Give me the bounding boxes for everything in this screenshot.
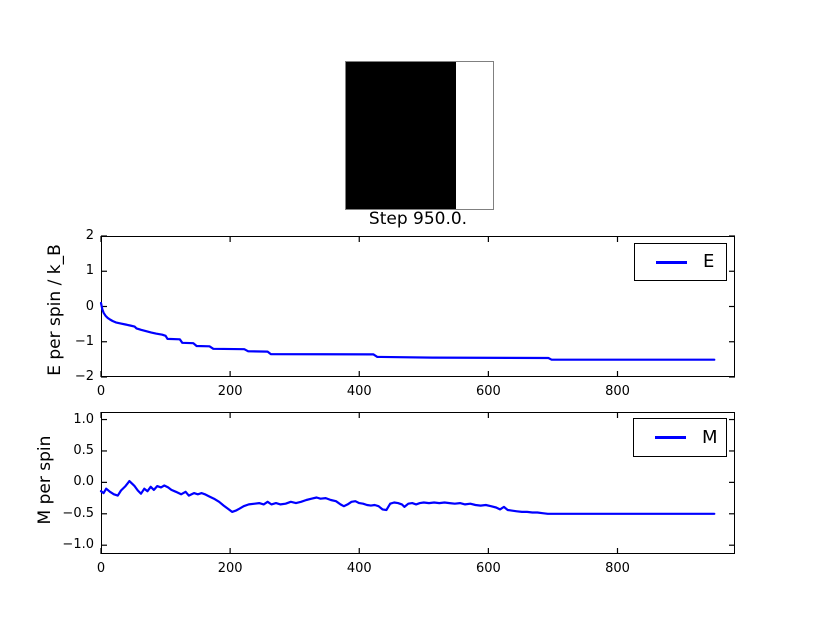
magnetization-y-tick-label: 1.0 — [73, 411, 94, 427]
energy-x-tick-label: 600 — [475, 384, 501, 399]
magnetization-y-tick-label: 0.0 — [73, 474, 94, 490]
energy-y-tick-label: 2 — [85, 228, 94, 243]
magnetization-x-tick-label: 600 — [475, 561, 501, 576]
energy-legend: E — [634, 243, 727, 281]
magnetization-x-tick-label: 800 — [605, 561, 630, 576]
magnetization-legend: M — [633, 418, 727, 457]
energy-y-tick-label: 0 — [85, 298, 94, 314]
magnetization-y-tick-label: −1.0 — [62, 537, 94, 553]
spin-configuration-image — [345, 61, 494, 210]
energy-y-tick-label: −1 — [74, 333, 94, 349]
magnetization-y-tick-label: −0.5 — [62, 505, 94, 521]
energy-legend-line-sample — [656, 260, 687, 264]
energy-x-tick-label: 400 — [346, 384, 372, 399]
energy-legend-label: E — [703, 251, 715, 272]
energy-x-tick-label: 800 — [605, 384, 630, 399]
magnetization-y-tick-label: 0.5 — [73, 442, 94, 458]
energy-x-tick-label: 200 — [217, 384, 243, 399]
magnetization-x-tick-label: 400 — [346, 561, 372, 576]
step-title: Step 950.0. — [368, 209, 468, 229]
spin-up-domain — [456, 62, 493, 209]
energy-y-tick-label: 1 — [85, 263, 94, 279]
energy-y-tick-label: −2 — [74, 369, 94, 384]
magnetization-legend-label: M — [702, 426, 718, 448]
energy-x-tick-label: 0 — [96, 384, 106, 399]
magnetization-x-tick-label: 200 — [217, 561, 243, 576]
magnetization-legend-line-sample — [655, 436, 686, 439]
magnetization-x-tick-label: 0 — [96, 561, 106, 576]
